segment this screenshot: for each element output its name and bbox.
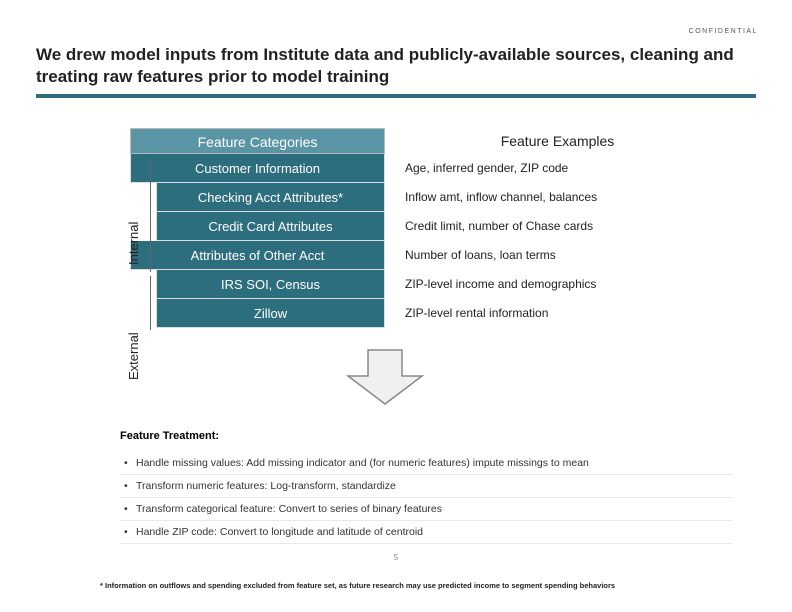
page-title: We drew model inputs from Institute data… [36, 44, 756, 88]
table-header-row: Feature Categories Feature Examples [130, 128, 730, 154]
category-cell: Customer Information [130, 154, 385, 183]
treatment-item: Handle ZIP code: Convert to longitude an… [120, 521, 732, 544]
table-row: Credit Card Attributes Credit limit, num… [130, 212, 730, 241]
group-line-external [150, 276, 151, 330]
treatment-item: Handle missing values: Add missing indic… [120, 452, 732, 475]
table-row: Zillow ZIP-level rental information [130, 299, 730, 328]
title-underline [36, 94, 756, 98]
category-cell: Attributes of Other Acct [130, 241, 385, 270]
example-cell: Credit limit, number of Chase cards [385, 212, 730, 241]
header-categories: Feature Categories [130, 128, 385, 154]
category-cell: IRS SOI, Census [156, 270, 385, 299]
category-cell: Zillow [156, 299, 385, 328]
confidential-label: CONFIDENTIAL [689, 28, 758, 35]
example-cell: Inflow amt, inflow channel, balances [385, 183, 730, 212]
page-number: 5 [394, 553, 398, 562]
group-label-external: External [126, 332, 141, 380]
treatment-title: Feature Treatment: [120, 430, 732, 442]
group-line-internal [150, 159, 151, 272]
table-row: Checking Acct Attributes* Inflow amt, in… [130, 183, 730, 212]
down-arrow-icon [340, 346, 430, 413]
example-cell: ZIP-level rental information [385, 299, 730, 328]
feature-table: Feature Categories Feature Examples Cust… [130, 128, 730, 328]
example-cell: Number of loans, loan terms [385, 241, 730, 270]
table-row: Attributes of Other Acct Number of loans… [130, 241, 730, 270]
treatment-item: Transform numeric features: Log-transfor… [120, 475, 732, 498]
table-row: IRS SOI, Census ZIP-level income and dem… [130, 270, 730, 299]
table-row: Customer Information Age, inferred gende… [130, 154, 730, 183]
treatment-item: Transform categorical feature: Convert t… [120, 498, 732, 521]
footnote: * Information on outflows and spending e… [100, 581, 615, 590]
header-examples: Feature Examples [385, 128, 730, 154]
example-cell: ZIP-level income and demographics [385, 270, 730, 299]
category-cell: Credit Card Attributes [156, 212, 385, 241]
group-label-internal: Internal [126, 222, 141, 265]
example-cell: Age, inferred gender, ZIP code [385, 154, 730, 183]
feature-treatment-section: Feature Treatment: Handle missing values… [120, 430, 732, 544]
category-cell: Checking Acct Attributes* [156, 183, 385, 212]
